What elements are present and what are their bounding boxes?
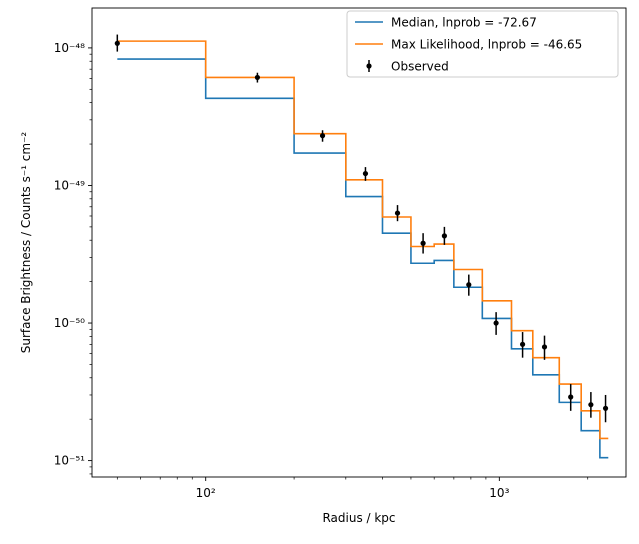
axes: 10² 10³ 10⁻⁵¹ 10⁻⁵⁰ 10⁻⁴⁹ 10⁻⁴⁸ Radius / kpc Su… bbox=[19, 7, 627, 525]
observed-point-9 bbox=[519, 341, 526, 347]
observed-point-0 bbox=[114, 40, 120, 46]
y-tick-label-3: 10⁻⁴⁸ bbox=[54, 41, 85, 55]
observed-point-11 bbox=[568, 394, 574, 400]
legend: Median, lnprob = -72.67 Max Likelihood, l… bbox=[346, 10, 619, 78]
observed-point-10 bbox=[541, 344, 548, 350]
series-line-1 bbox=[117, 40, 609, 440]
observed-point-3 bbox=[362, 170, 369, 177]
y-tick-label-0: 10⁻⁵¹ bbox=[54, 454, 85, 468]
observed-point-7 bbox=[466, 282, 472, 288]
legend-label-2: Observed bbox=[391, 60, 449, 74]
observed-point-2 bbox=[319, 133, 326, 139]
y-tick-label-2: 10⁻⁴⁹ bbox=[54, 178, 85, 192]
x-tick-label-1: 10³ bbox=[489, 486, 509, 500]
observed-point-6 bbox=[441, 233, 448, 239]
observed-point-1 bbox=[254, 74, 261, 81]
observed-point-8 bbox=[493, 320, 499, 326]
observed-point-4 bbox=[394, 210, 401, 216]
legend-label-1: Max Likelihood, lnprob = -46.65 bbox=[391, 38, 582, 52]
legend-box bbox=[346, 10, 619, 78]
x-tick-label-0: 10² bbox=[196, 486, 216, 500]
y-axis-label: Surface Brightness / Counts s⁻¹ cm⁻² bbox=[19, 132, 33, 354]
plot-area bbox=[114, 34, 609, 459]
observed-point-13 bbox=[602, 405, 609, 411]
x-axis-label: Radius / kpc bbox=[322, 511, 395, 525]
axes-frame bbox=[91, 7, 627, 478]
observed-point-12 bbox=[588, 402, 594, 408]
y-tick-label-1: 10⁻⁵⁰ bbox=[54, 316, 85, 330]
legend-swatch-2 bbox=[366, 63, 372, 69]
observed-point-5 bbox=[420, 240, 426, 246]
legend-label-0: Median, lnprob = -72.67 bbox=[391, 16, 537, 30]
